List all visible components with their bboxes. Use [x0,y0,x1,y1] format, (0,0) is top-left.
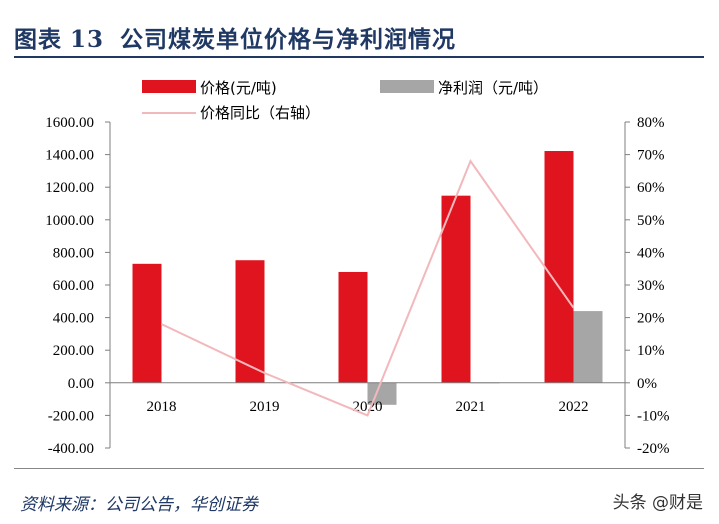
title-rule [14,56,704,58]
left-tick-label: -400.00 [48,441,94,457]
right-tick-label: 10% [637,343,665,359]
bar-price [338,271,368,383]
legend-swatch-yoy [142,112,196,114]
bar-price [235,260,265,383]
point-yoy [367,414,368,416]
right-tick-label: 40% [637,245,665,261]
x-tick-label: 2021 [456,399,486,415]
point-yoy [264,372,265,374]
x-tick-label: 2018 [147,399,177,415]
watermark: 头条 @财是 [612,493,703,513]
x-tick-label: 2020 [353,399,383,415]
right-tick-label: 50% [637,213,665,229]
right-tick-label: -20% [637,441,670,457]
right-tick-label: 70% [637,148,665,164]
footer-rule [14,468,704,469]
x-tick-label: 2022 [559,399,589,415]
bar-price [132,263,162,383]
bar-profit [573,311,603,383]
left-tick-label: 1200.00 [45,180,94,196]
x-tick-label: 2019 [250,399,280,415]
right-tick-label: 80% [637,115,665,131]
right-tick-label: 0% [637,376,657,392]
right-tick-label: 30% [637,278,665,294]
figure-number: 13 [70,26,105,53]
bar-price [544,151,574,383]
left-tick-label: -200.00 [48,408,94,424]
left-tick-label: 1600.00 [45,115,94,131]
legend-label-profit: 净利润（元/吨） [438,79,549,97]
left-tick-label: 800.00 [53,245,94,261]
left-tick-label: 1000.00 [45,213,94,229]
legend-label-yoy: 价格同比（右轴） [200,104,321,122]
chart-title: 图表 13 公司煤炭单位价格与净利润情况 [14,20,456,54]
source-note: 资料来源：公司公告，华创证券 [20,495,258,515]
legend-swatch-profit [380,80,434,93]
point-yoy [161,323,162,325]
left-tick-label: 400.00 [53,311,94,327]
left-tick-label: 1400.00 [45,148,94,164]
right-tick-label: -10% [637,408,670,424]
figure-title: 公司煤炭单位价格与净利润情况 [120,26,457,53]
point-yoy [470,160,471,162]
right-tick-label: 60% [637,180,665,196]
point-yoy [573,307,574,309]
legend-label-price: 价格(元/吨) [200,79,277,97]
left-tick-label: 600.00 [53,278,94,294]
left-tick-label: 0.00 [68,376,94,392]
left-tick-label: 200.00 [53,343,94,359]
bar-price [441,195,471,383]
legend-swatch-price [142,80,196,93]
right-tick-label: 20% [637,311,665,327]
figure-prefix: 图表 [14,26,62,53]
